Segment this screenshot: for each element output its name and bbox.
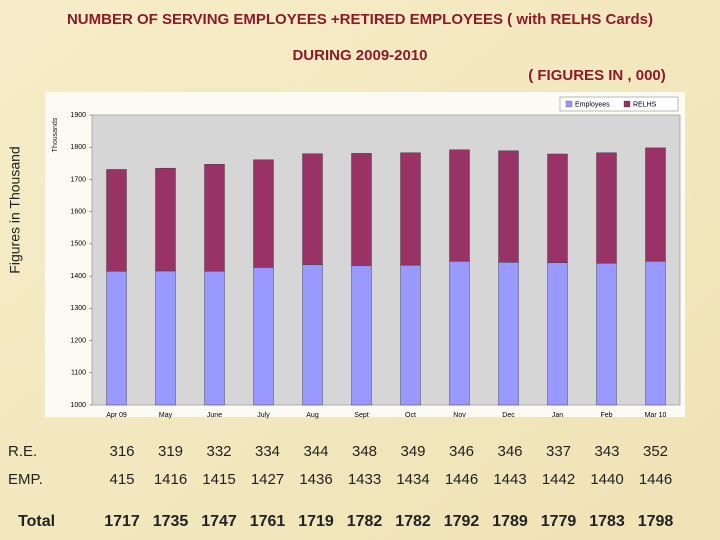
row-label: R.E. [8,443,37,460]
y-tick-label: 1100 [71,370,86,377]
y-tick-label: 1600 [70,209,86,216]
bar-segment [302,264,323,406]
x-tick-label: Feb [600,412,612,419]
x-tick-label: Aug [306,412,319,419]
table-cell: 334 [255,443,280,460]
table-cell: 319 [158,443,183,460]
subtitle: DURING 2009-2010 [292,47,427,64]
table-cell: 1442 [542,471,575,488]
table-cell: 1427 [251,471,284,488]
table-cell: 343 [594,443,619,460]
bar-segment [155,270,176,406]
table-cell: 1446 [445,471,478,488]
table-cell: 1798 [638,513,674,530]
table-cell: 1761 [250,513,286,530]
bar-segment [302,153,323,265]
table-cell: 346 [449,443,474,460]
legend-swatch [623,100,631,108]
y-tick-label: 1200 [70,337,86,344]
table-cell: 352 [643,443,668,460]
bar-segment [106,169,127,272]
row-label: Total [18,513,55,530]
y-tick-label: 1900 [70,112,86,119]
table-cell: 415 [109,471,134,488]
bar-segment [498,262,519,406]
bar-segment [204,271,225,406]
x-tick-label: Apr 09 [106,412,127,419]
x-tick-label: Dec [502,412,515,419]
x-tick-label: July [257,412,270,419]
x-tick-label: Mar 10 [645,412,667,419]
x-tick-label: June [207,412,222,419]
table-cell: 1433 [348,471,381,488]
table-cell: 316 [109,443,134,460]
y-tick-label: 1400 [70,273,86,280]
table-cell: 332 [206,443,231,460]
title: NUMBER OF SERVING EMPLOYEES +RETIRED EMP… [67,11,653,28]
table-cell: 348 [352,443,377,460]
y-tick-label: 1500 [70,241,86,248]
table-cell: 1782 [347,513,383,530]
x-tick-label: Sept [354,412,368,419]
bar-segment [351,153,372,266]
table-cell: 1436 [299,471,332,488]
table-cell: 1717 [104,513,140,530]
table-cell: 1779 [541,513,577,530]
x-tick-label: Oct [405,412,416,419]
legend-box [559,96,679,112]
bar-segment [106,271,127,406]
bar-segment [498,150,519,263]
bar-segment [253,267,274,406]
table-cell: 1440 [590,471,623,488]
legend-label: RELHS [633,101,657,108]
bar-segment [449,149,470,262]
table-cell: 1446 [639,471,672,488]
table-cell: 1719 [298,513,334,530]
table-cell: 1735 [153,513,189,530]
bar-segment [645,261,666,406]
table-cell: 344 [303,443,328,460]
y-tick-label: 1800 [70,144,86,151]
y-axis-label: Figures in Thousand [7,146,23,273]
x-tick-label: May [159,412,173,419]
legend-label: Employees [575,101,610,108]
plot-area [91,114,681,406]
table-cell: 346 [497,443,522,460]
axis-unit: Thousands [52,117,59,152]
bar-segment [400,264,421,406]
table-cell: 1792 [444,513,480,530]
bar-segment [547,262,568,406]
table-cell: 1747 [201,513,237,530]
bar-segment [596,152,617,264]
y-tick-label: 1700 [70,176,86,183]
row-label: EMP. [8,471,43,488]
bar-segment [449,261,470,406]
legend-swatch [565,100,573,108]
bar-segment [155,167,176,272]
y-tick-label: 1000 [70,402,86,409]
bar-segment [351,265,372,406]
bar-segment [596,263,617,406]
bar-segment [400,152,421,266]
bar-segment [253,159,274,268]
bar-segment [645,147,666,262]
bar-segment [547,153,568,263]
table-cell: 1434 [396,471,429,488]
table-cell: 1789 [492,513,528,530]
figures-note: ( FIGURES IN , 000) [528,67,666,84]
x-tick-label: Nov [453,412,466,419]
table-cell: 1783 [589,513,625,530]
x-tick-label: Jan [552,412,563,419]
bar-segment [204,164,225,272]
table-cell: 1416 [154,471,187,488]
table-cell: 1415 [202,471,235,488]
table-cell: 349 [400,443,425,460]
table-cell: 1443 [493,471,526,488]
table-cell: 337 [546,443,571,460]
y-tick-label: 1300 [70,305,86,312]
table-cell: 1782 [395,513,431,530]
